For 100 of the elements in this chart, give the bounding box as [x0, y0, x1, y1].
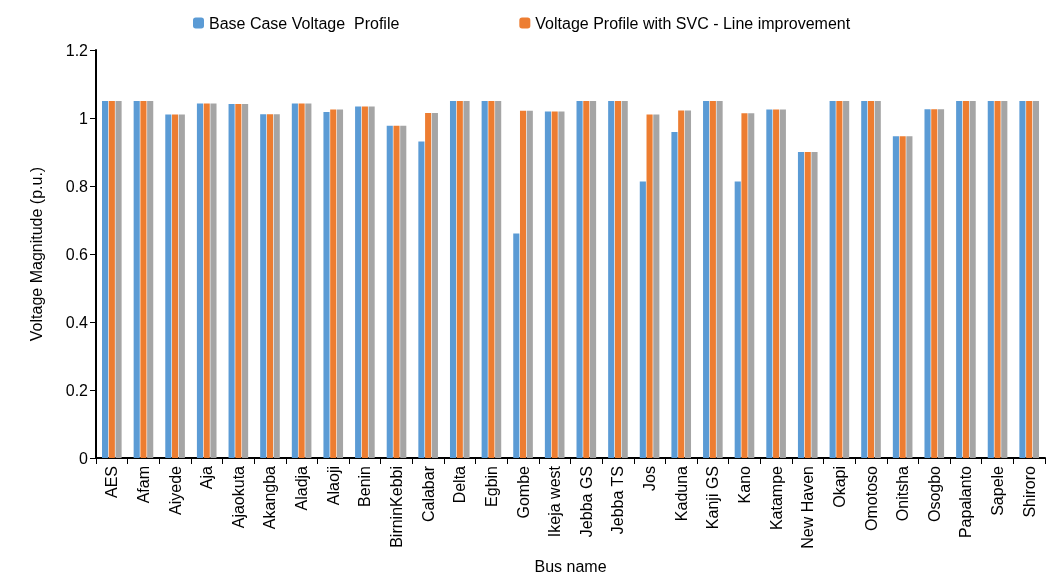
bar: [526, 110, 533, 458]
bar: [589, 101, 597, 458]
bar: [266, 114, 274, 458]
bar: [210, 103, 217, 458]
bar: [456, 101, 463, 458]
bar: [165, 114, 172, 458]
y-tick-label: 0.8: [65, 177, 89, 195]
bar: [400, 125, 407, 458]
bar: [273, 114, 280, 458]
bar: [418, 141, 425, 458]
bar: [242, 104, 249, 458]
bar: [576, 101, 583, 458]
x-tick-label: Calabar: [419, 465, 437, 523]
bar: [987, 101, 994, 458]
bar: [962, 101, 969, 458]
x-tick-label: Sapele: [989, 465, 1007, 516]
bar: [766, 109, 773, 458]
bar: [671, 131, 678, 458]
bar: [558, 111, 565, 458]
y-tick-label: 0: [79, 449, 89, 467]
bar: [355, 106, 362, 458]
x-tick-label: Gombe: [514, 465, 532, 519]
bar: [449, 101, 457, 458]
x-tick-label: Ajaokuta: [229, 465, 247, 529]
x-tick-label: Kano: [735, 465, 753, 504]
bar: [235, 104, 242, 458]
bar: [734, 181, 741, 458]
x-tick-label: New Haven: [799, 466, 817, 549]
legend-label: Voltage Profile with SVC - Line improvement: [535, 14, 851, 32]
bar: [843, 101, 850, 458]
bar: [196, 103, 204, 458]
bar: [716, 101, 723, 458]
bar: [481, 101, 488, 458]
bar: [937, 109, 945, 458]
x-tick-label: AES: [103, 466, 121, 499]
bar: [140, 101, 147, 458]
bar: [703, 101, 710, 458]
x-tick-label: Delta: [451, 465, 469, 504]
x-tick-label: Shiroro: [1020, 465, 1038, 518]
bar: [260, 114, 267, 458]
bar: [519, 110, 527, 458]
bar: [291, 103, 298, 458]
x-axis-title: Bus name: [534, 557, 607, 575]
bar: [1026, 101, 1033, 458]
x-tick-label: Omotoso: [862, 465, 880, 531]
y-tick-label: 1: [79, 109, 89, 127]
bar: [330, 109, 337, 458]
x-tick-label: Afam: [134, 466, 152, 504]
bar: [773, 109, 780, 458]
bar: [621, 101, 628, 458]
bar: [646, 114, 653, 458]
x-tick-label: Akangba: [261, 465, 279, 530]
bar: [1019, 101, 1026, 458]
x-tick-label: Kaduna: [672, 465, 690, 522]
x-tick-label: Katampe: [767, 465, 785, 531]
bar: [386, 125, 393, 458]
x-tick-label: Jebba GS: [577, 466, 595, 538]
bar: [115, 101, 122, 458]
bar: [969, 101, 976, 458]
bar: [709, 101, 716, 458]
bar: [892, 136, 899, 458]
bar: [513, 233, 520, 458]
bar: [1001, 101, 1008, 458]
x-tick-label: Okapi: [830, 466, 848, 508]
bar: [797, 152, 805, 458]
bar: [147, 101, 154, 458]
bar: [741, 113, 748, 458]
bar: [228, 104, 235, 458]
y-tick-label: 1.2: [65, 41, 89, 59]
bar: [336, 109, 344, 458]
bar: [133, 101, 140, 458]
x-tick-label: BirninKebbi: [388, 466, 406, 548]
legend-label: Base Case Voltage Profile: [209, 14, 400, 32]
x-tick-label: Egbin: [482, 466, 500, 507]
x-tick-label: Osogbo: [925, 465, 943, 523]
bar: [172, 114, 179, 458]
x-tick-label: Kanji GS: [704, 466, 722, 530]
bar: [1032, 101, 1039, 458]
x-tick-label: Alaoji: [324, 466, 342, 506]
bar: [368, 106, 375, 458]
x-tick-label: Jebba TS: [609, 466, 627, 535]
bar: [608, 101, 615, 458]
bar: [488, 101, 495, 458]
bar: [495, 101, 502, 458]
bar: [748, 113, 755, 458]
bar: [431, 112, 438, 458]
bar: [684, 110, 692, 458]
x-tick-label: Aiyede: [166, 465, 184, 515]
bar: [811, 152, 818, 458]
bar: [361, 106, 368, 458]
bar: [804, 152, 811, 458]
bar: [678, 110, 685, 458]
bar: [653, 114, 660, 458]
bar: [836, 101, 843, 458]
bar: [994, 101, 1001, 458]
bar: [867, 101, 875, 458]
bar: [551, 111, 558, 458]
bar: [305, 103, 312, 458]
bar: [829, 101, 836, 458]
bar: [639, 181, 646, 458]
